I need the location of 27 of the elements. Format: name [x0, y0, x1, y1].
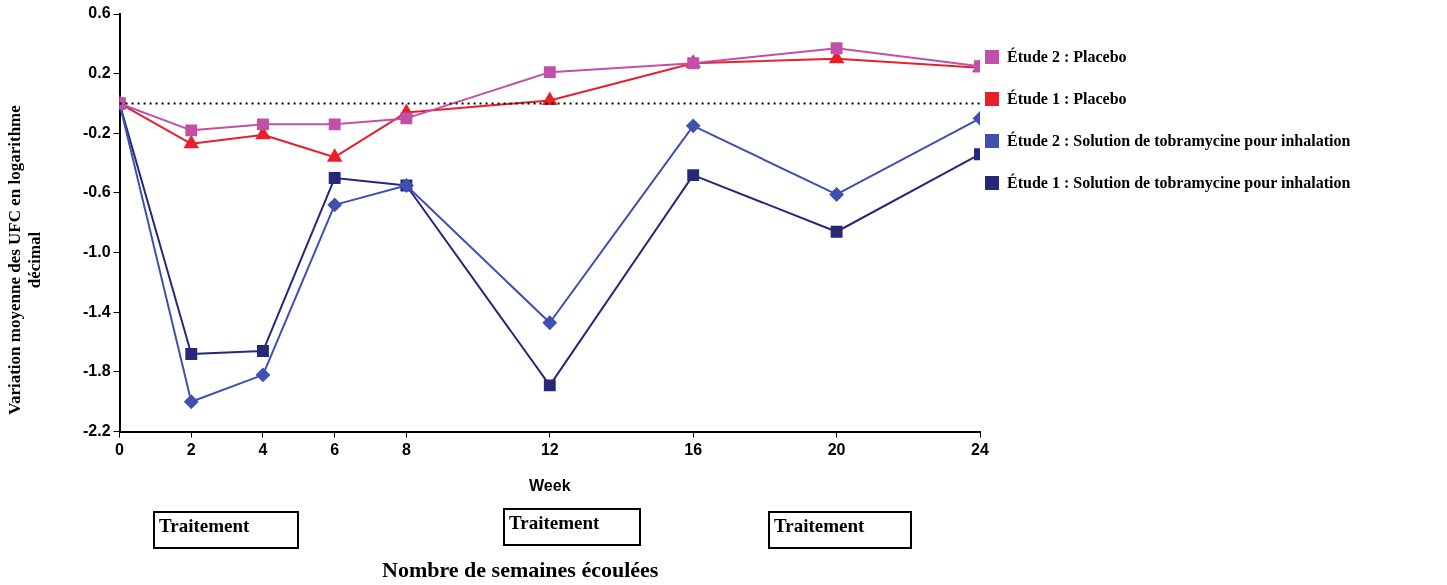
x-tick-label: 2: [186, 440, 196, 458]
legend-label: Étude 2 : Solution de tobramycine pour inhalation: [1007, 132, 1351, 150]
x-tick-label: 12: [540, 440, 559, 458]
legend-label: Étude 2 : Placebo: [1007, 48, 1127, 66]
y-axis-title: Variation moyenne des UFC en logarithme décimal: [5, 104, 45, 417]
text: Traitement: [768, 511, 912, 549]
y-tick-label: -1.4: [82, 302, 111, 320]
x-axis-title: Week: [529, 476, 571, 494]
x-tick-label: 8: [401, 440, 411, 458]
legend-label: Étude 1 : Placebo: [1007, 90, 1127, 108]
text: Traitement: [503, 508, 641, 546]
x-tick-label: 0: [115, 440, 125, 458]
y-tick-label: 0.2: [88, 64, 111, 82]
y-tick-label: -1.8: [82, 362, 111, 380]
y-tick-label: -0.2: [82, 123, 111, 141]
x-tick-label: 20: [827, 440, 846, 458]
legend-label: Étude 1 : Solution de tobramycine pour inhalation: [1007, 174, 1351, 192]
x-tick-label: 4: [258, 440, 268, 458]
text: Nombre de semaines écoulées: [382, 557, 659, 583]
text: Traitement: [153, 511, 299, 549]
x-tick-label: 16: [684, 440, 703, 458]
y-tick-label: 0.6: [88, 4, 111, 22]
x-tick-label: 24: [971, 440, 989, 458]
x-tick-label: 6: [330, 440, 340, 458]
y-tick-label: -0.6: [82, 183, 111, 201]
y-tick-label: -1.0: [82, 243, 111, 261]
y-tick-label: -2.2: [82, 422, 111, 440]
